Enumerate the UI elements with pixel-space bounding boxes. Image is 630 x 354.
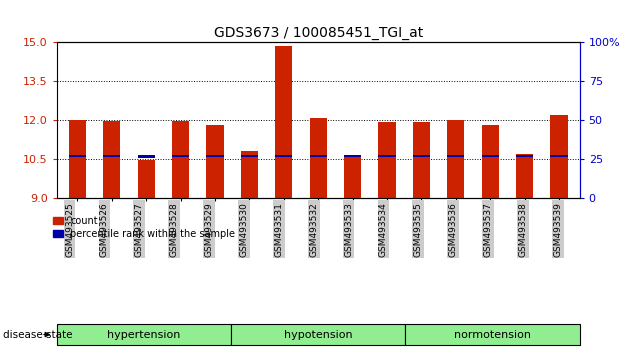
Text: GSM493534: GSM493534	[379, 202, 388, 257]
Bar	[344, 156, 361, 198]
Bar	[275, 155, 292, 157]
Bar	[207, 155, 224, 157]
Bar	[103, 121, 120, 198]
Text: GSM493536: GSM493536	[449, 202, 457, 257]
Text: GSM493537: GSM493537	[483, 202, 493, 257]
Bar	[172, 121, 189, 198]
Bar	[69, 155, 86, 157]
Bar	[379, 122, 396, 198]
Bar	[413, 155, 430, 157]
Bar	[172, 155, 189, 157]
Text: hypertension: hypertension	[107, 330, 181, 339]
Bar	[551, 155, 568, 157]
Text: GSM493531: GSM493531	[274, 202, 284, 257]
Text: normotension: normotension	[454, 330, 531, 339]
Bar	[344, 155, 361, 157]
Text: disease state: disease state	[3, 330, 72, 339]
Text: GSM493527: GSM493527	[135, 202, 144, 257]
Bar	[137, 160, 155, 198]
Bar	[207, 125, 224, 198]
Text: GSM493535: GSM493535	[414, 202, 423, 257]
Bar	[447, 155, 464, 157]
Bar	[481, 125, 499, 198]
Text: GSM493539: GSM493539	[553, 202, 562, 257]
Text: GSM493525: GSM493525	[65, 202, 74, 257]
Text: GSM493538: GSM493538	[518, 202, 527, 257]
Bar	[516, 155, 533, 157]
Text: GSM493528: GSM493528	[169, 202, 179, 257]
Bar	[309, 118, 327, 198]
Bar	[481, 155, 499, 157]
Title: GDS3673 / 100085451_TGI_at: GDS3673 / 100085451_TGI_at	[214, 26, 423, 40]
Bar	[551, 115, 568, 198]
Text: GSM493530: GSM493530	[239, 202, 248, 257]
Text: GSM493533: GSM493533	[344, 202, 353, 257]
Bar	[103, 155, 120, 157]
Bar	[241, 151, 258, 198]
Text: GSM493529: GSM493529	[205, 202, 214, 257]
Text: GSM493526: GSM493526	[100, 202, 109, 257]
Bar	[413, 122, 430, 198]
Legend: count, percentile rank within the sample: count, percentile rank within the sample	[49, 212, 239, 243]
Bar	[516, 154, 533, 198]
Bar	[309, 155, 327, 157]
Bar	[137, 155, 155, 158]
Bar	[379, 155, 396, 157]
Bar	[241, 155, 258, 157]
Bar	[447, 120, 464, 198]
Bar	[69, 120, 86, 198]
Text: GSM493532: GSM493532	[309, 202, 318, 257]
Text: hypotension: hypotension	[284, 330, 352, 339]
Bar	[275, 46, 292, 198]
